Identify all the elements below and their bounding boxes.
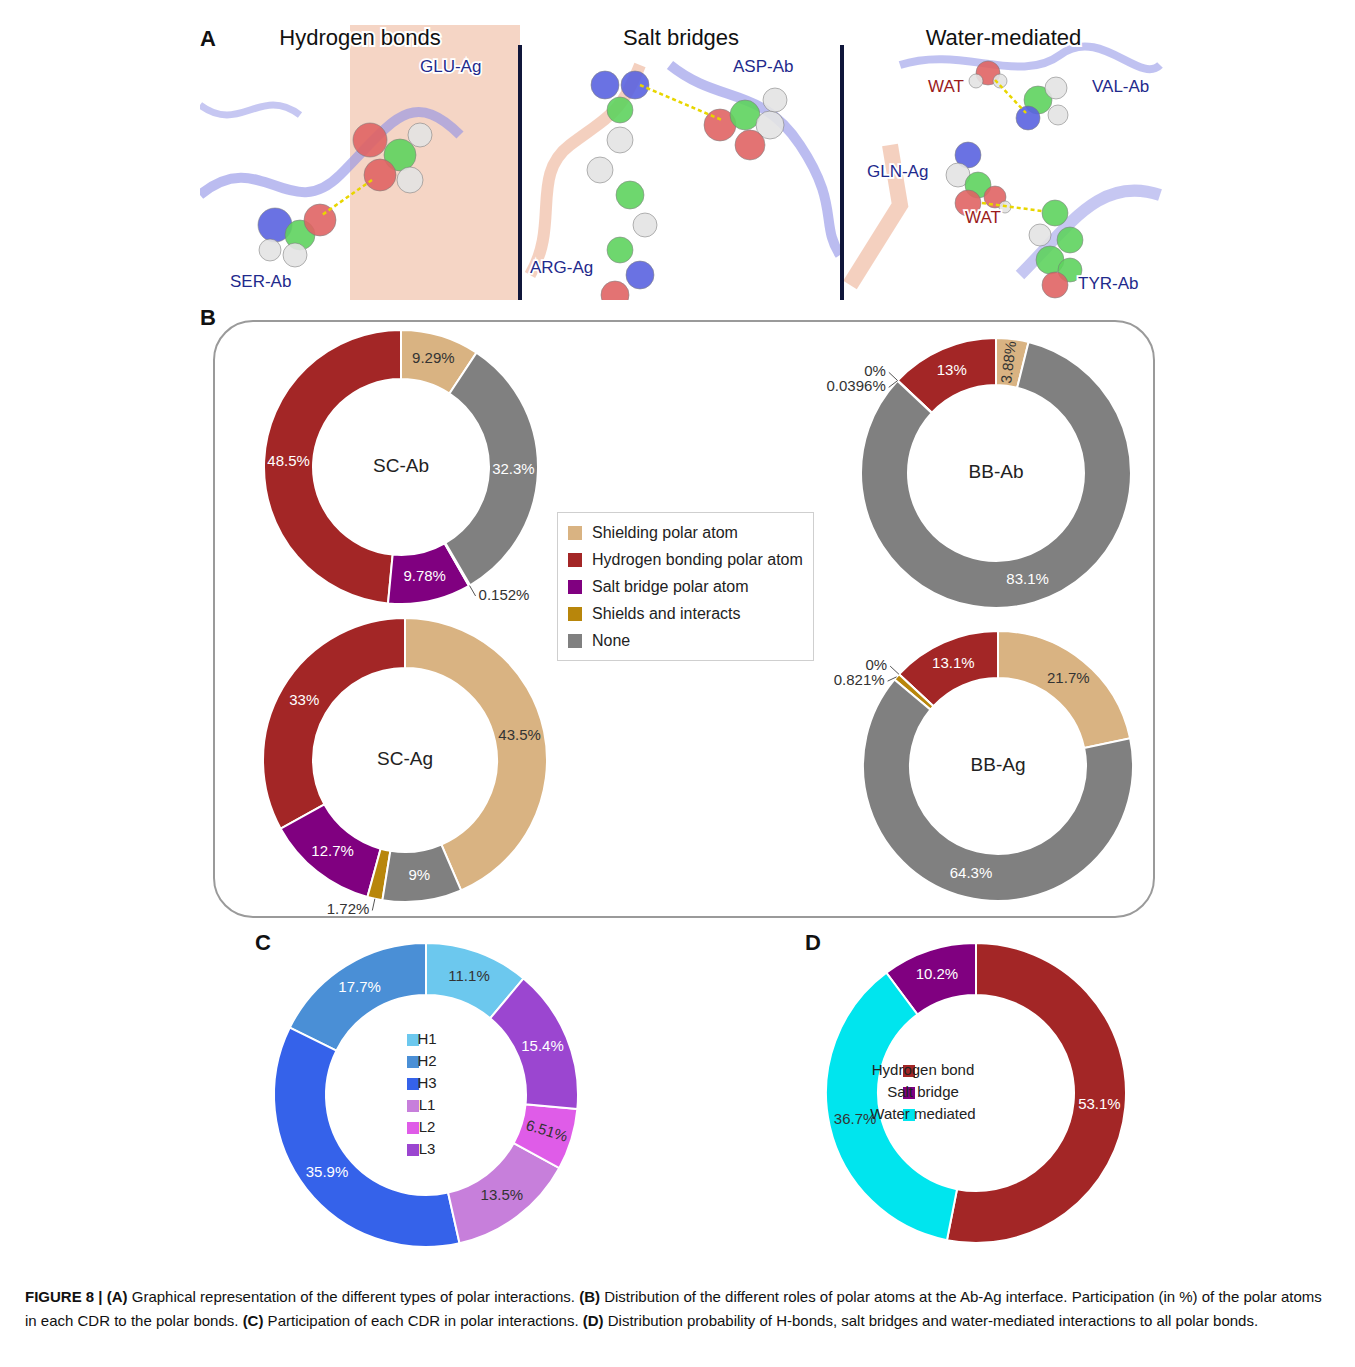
svg-text:9.78%: 9.78% [403,567,446,584]
svg-text:0.821%: 0.821% [834,671,885,688]
svg-text:13%: 13% [937,361,967,378]
html-text:Shields and interacts: Shields and interacts [592,604,741,622]
svg-text:H2: H2 [417,1052,436,1069]
svg-text:WAT: WAT [928,77,964,96]
svg-text:TYR-Ab: TYR-Ab [1078,274,1138,293]
svg-text:H3: H3 [417,1074,436,1091]
svg-text:43.5%: 43.5% [498,726,541,743]
svg-text:0%: 0% [864,362,886,380]
svg-text:15.4%: 15.4% [521,1037,564,1054]
svg-text:GLN-Ag: GLN-Ag [867,162,928,181]
html-text:B: B [200,305,216,330]
svg-text:VAL-Ab: VAL-Ab [1092,77,1149,96]
svg-text:SER-Ab: SER-Ab [230,272,291,291]
svg-text:BB-Ag: BB-Ag [971,754,1026,775]
svg-text:53.1%: 53.1% [1078,1095,1121,1112]
svg-text:9.29%: 9.29% [412,349,455,366]
svg-text:ARG-Ag: ARG-Ag [530,258,593,277]
svg-text:48.5%: 48.5% [267,452,310,469]
html-text:A: A [200,26,216,51]
svg-text:6.51%: 6.51% [524,1116,570,1145]
html-text:FIGURE 8 | (A) Graphical repre: FIGURE 8 | (A) Graphical representation … [25,1288,1322,1329]
svg-text:GLU-Ag: GLU-Ag [420,57,481,76]
svg-text:33%: 33% [289,690,319,707]
svg-text:Water mediated: Water mediated [870,1105,975,1122]
svg-text:32.3%: 32.3% [492,460,535,477]
svg-text:L3: L3 [419,1140,436,1157]
html-text:Hydrogen bonding polar atom: Hydrogen bonding polar atom [592,550,803,568]
svg-text:Water-mediated: Water-mediated [926,25,1082,50]
svg-text:64.3%: 64.3% [950,864,993,881]
svg-text:11.1%: 11.1% [448,967,489,984]
svg-text:Salt bridges: Salt bridges [623,25,739,50]
svg-text:13.1%: 13.1% [932,654,975,671]
svg-text:WAT: WAT [965,208,1001,227]
html-text:D: D [805,930,821,955]
svg-text:L2: L2 [419,1118,436,1135]
svg-text:83.1%: 83.1% [1006,570,1049,587]
svg-text:Hydrogen bonds: Hydrogen bonds [279,25,440,50]
svg-text:35.9%: 35.9% [306,1163,349,1180]
svg-text:9%: 9% [409,866,431,883]
svg-text:12.7%: 12.7% [311,842,354,859]
svg-text:0%: 0% [865,656,888,674]
svg-text:ASP-Ab: ASP-Ab [733,57,793,76]
html-text:Salt bridge polar atom: Salt bridge polar atom [592,577,749,595]
svg-text:Salt bridge: Salt bridge [887,1083,959,1100]
svg-text:0.152%: 0.152% [479,586,530,603]
html-text:Shielding polar atom: Shielding polar atom [592,523,738,541]
svg-text:3.88%: 3.88% [997,340,1019,384]
svg-text:0.0396%: 0.0396% [827,377,886,394]
html-text:None: None [592,631,631,649]
svg-text:SC-Ag: SC-Ag [377,748,433,769]
svg-text:BB-Ab: BB-Ab [969,461,1024,482]
svg-text:10.2%: 10.2% [916,965,959,982]
html-text:C: C [255,930,271,955]
svg-text:L1: L1 [419,1096,436,1113]
svg-text:36.7%: 36.7% [833,1110,877,1128]
svg-text:21.7%: 21.7% [1047,669,1090,686]
svg-text:1.72%: 1.72% [327,900,370,917]
svg-text:17.7%: 17.7% [338,978,381,995]
svg-text:H1: H1 [417,1030,436,1047]
svg-text:SC-Ab: SC-Ab [373,455,429,476]
svg-text:Hydrogen bond: Hydrogen bond [872,1061,975,1078]
svg-text:13.5%: 13.5% [481,1186,524,1203]
